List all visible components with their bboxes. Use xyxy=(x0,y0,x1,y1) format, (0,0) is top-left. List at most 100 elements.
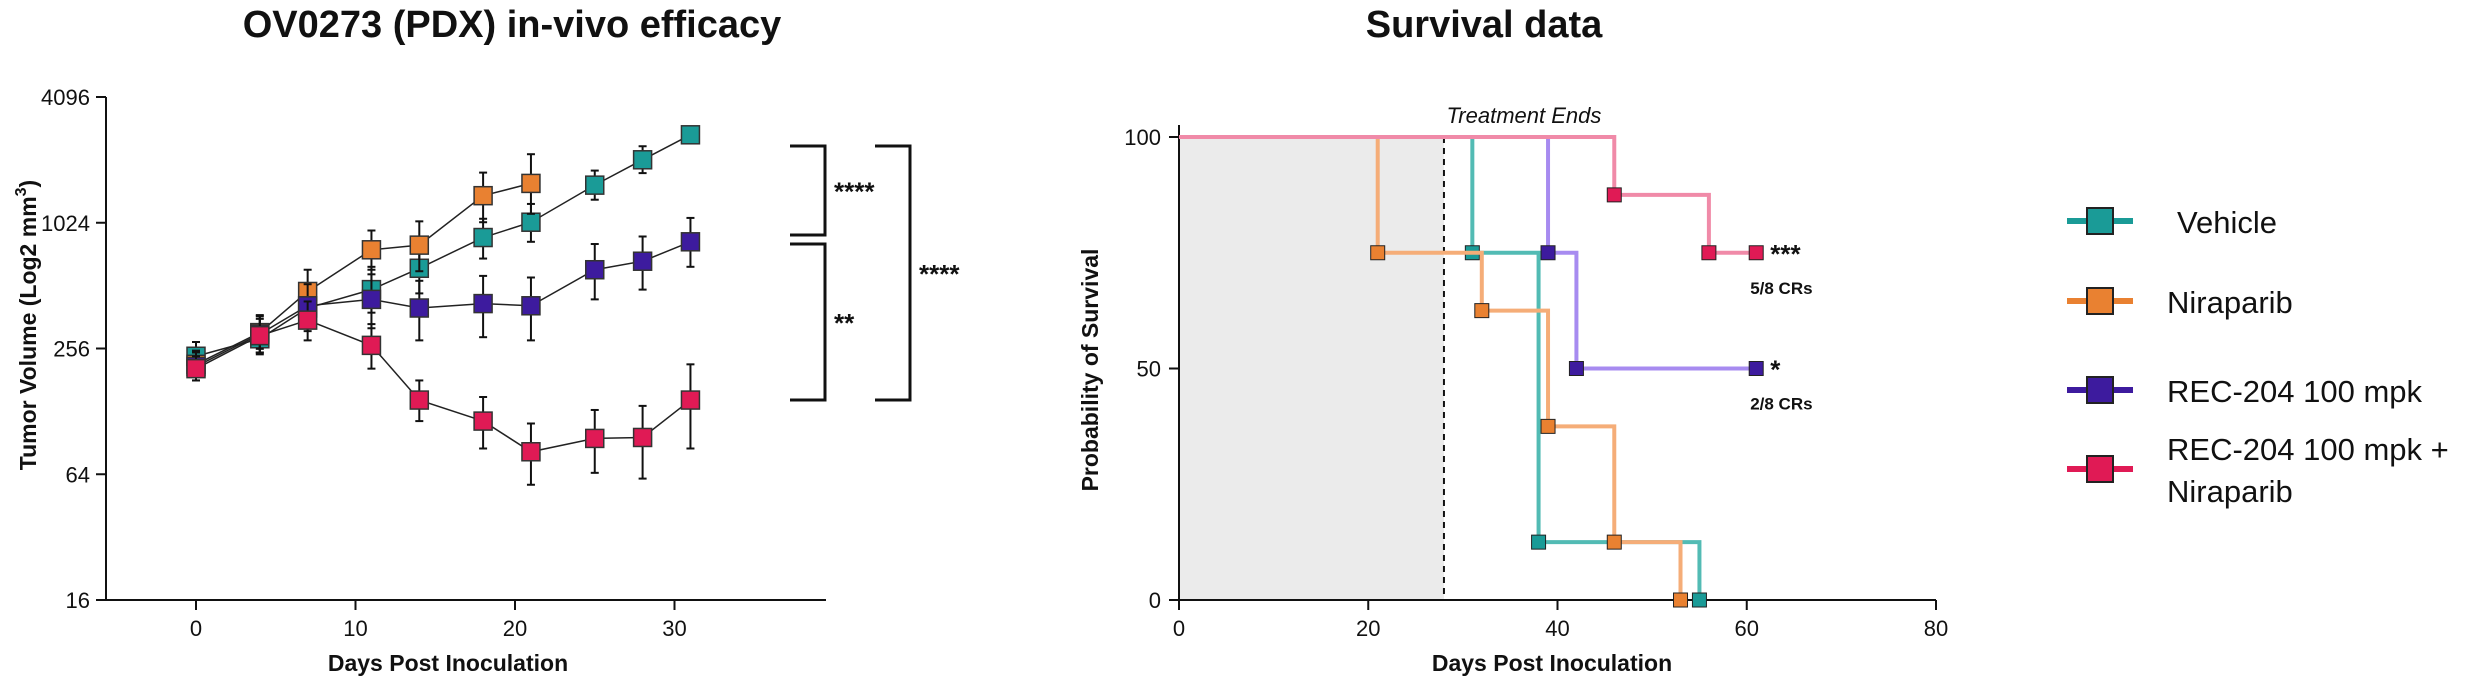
left-data-point xyxy=(585,259,605,280)
legend-swatch-marker xyxy=(2086,207,2114,235)
survival-marker xyxy=(1540,418,1556,434)
survival-annotation-crs-1: 2/8 CRs xyxy=(1750,395,1812,414)
survival-marker xyxy=(1606,534,1622,550)
left-y-axis-label-text: Tumor Volume (Log2 mm3) xyxy=(13,180,41,470)
right-x-tick-label: 0 xyxy=(1173,616,1185,641)
left-data-point xyxy=(585,175,605,195)
treatment-period-shade xyxy=(1180,137,1444,600)
left-y-tick-label: 16 xyxy=(66,588,90,613)
treatment-end-label: Treatment Ends xyxy=(1447,103,1602,128)
left-data-point xyxy=(409,390,430,410)
left-series-line xyxy=(195,134,691,357)
left-data-point xyxy=(361,289,382,310)
sig-rec204-combo-label: ** xyxy=(834,308,855,338)
right-y-tick-label: 50 xyxy=(1137,357,1161,382)
legend-swatch-marker xyxy=(2086,287,2114,315)
left-series-3 xyxy=(186,300,701,486)
left-data-point xyxy=(473,227,493,248)
legend-label-vehicle: Vehicle xyxy=(2177,205,2277,240)
right-y-axis-label: Probability of Survival xyxy=(1077,249,1103,492)
left-data-point xyxy=(521,173,541,194)
right-x-tick-label: 20 xyxy=(1356,616,1380,641)
left-data-point xyxy=(186,358,206,379)
legend-label-rec204-niraparib-line2: Niraparib xyxy=(2167,474,2293,509)
sig-rec204-combo-bracket xyxy=(790,242,827,402)
right-y-tick-label: 100 xyxy=(1124,125,1161,150)
legend-item-rec204-niraparib: REC-204 100 mpk + Niraparib xyxy=(2067,432,2449,509)
survival-step-line xyxy=(1179,135,1683,600)
left-data-point xyxy=(521,296,541,316)
left-data-point xyxy=(473,411,493,431)
left-y-axis-label: Tumor Volume (Log2 mm3) xyxy=(13,180,41,470)
legend-item-rec204: REC-204 100 mpk xyxy=(2067,374,2423,409)
right-x-tick-label: 40 xyxy=(1545,616,1569,641)
survival-series-3 xyxy=(1179,135,1764,261)
legend-label-rec204-niraparib-line1: REC-204 100 mpk + xyxy=(2167,432,2449,467)
right-x-tick-label: 60 xyxy=(1735,616,1759,641)
legend-label-niraparib: Niraparib xyxy=(2167,285,2293,320)
left-series-line xyxy=(195,241,691,368)
left-x-axis-label: Days Post Inoculation xyxy=(328,650,568,676)
survival-series-1 xyxy=(1179,135,1689,608)
sig-vehicle-combo-bracket xyxy=(875,144,912,402)
left-data-point xyxy=(680,125,701,145)
survival-marker xyxy=(1748,245,1764,261)
left-x-tick-label: 0 xyxy=(190,616,202,641)
left-data-point xyxy=(361,335,382,356)
left-x-tick-label: 30 xyxy=(662,616,686,641)
left-y-tick-label: 256 xyxy=(53,337,90,362)
tumor-volume-chart: OV0273 (PDX) in-vivo efficacy Tumor Volu… xyxy=(13,4,960,676)
survival-marker xyxy=(1531,534,1547,550)
left-data-point xyxy=(632,150,653,170)
legend-item-vehicle: Vehicle xyxy=(2067,205,2277,240)
survival-marker xyxy=(1701,245,1717,261)
survival-marker xyxy=(1540,245,1556,261)
survival-marker xyxy=(1748,361,1764,376)
legend-swatch-marker xyxy=(2086,376,2114,404)
left-data-point xyxy=(521,442,541,462)
survival-annotation-stars-1: * xyxy=(1770,355,1781,385)
right-chart-title: Survival data xyxy=(1366,4,1603,46)
legend-label-rec204: REC-204 100 mpk xyxy=(2167,374,2423,409)
survival-annotation-stars-0: *** xyxy=(1770,239,1801,269)
sig-vehicle-niraparib-bracket xyxy=(790,144,827,237)
left-data-point xyxy=(632,251,653,271)
left-data-point xyxy=(521,212,541,232)
left-data-point xyxy=(473,185,493,206)
left-series-2 xyxy=(186,216,701,382)
legend-swatch-marker xyxy=(2086,455,2114,483)
left-x-tick-label: 20 xyxy=(503,616,527,641)
legend-item-niraparib: Niraparib xyxy=(2067,285,2293,320)
legend: Vehicle Niraparib REC-204 100 mpk REC-20… xyxy=(2067,205,2449,509)
left-data-point xyxy=(409,298,430,318)
left-y-tick-label: 1024 xyxy=(41,211,90,236)
left-data-point xyxy=(632,427,653,448)
survival-marker xyxy=(1568,361,1584,376)
left-data-point xyxy=(297,310,318,330)
survival-marker xyxy=(1673,592,1689,608)
survival-marker xyxy=(1370,245,1386,261)
right-x-axis-label: Days Post Inoculation xyxy=(1432,650,1672,676)
survival-step-line xyxy=(1179,135,1757,255)
right-y-tick-label: 0 xyxy=(1149,588,1161,613)
survival-marker xyxy=(1606,187,1622,203)
left-chart-title: OV0273 (PDX) in-vivo efficacy xyxy=(243,4,782,46)
left-y-tick-label: 64 xyxy=(66,462,90,487)
sig-vehicle-combo-label: **** xyxy=(919,259,960,289)
right-x-tick-label: 80 xyxy=(1924,616,1948,641)
left-series-line xyxy=(195,319,691,453)
survival-marker xyxy=(1691,592,1707,608)
left-data-point xyxy=(585,428,605,449)
left-data-point xyxy=(680,390,701,410)
sig-vehicle-niraparib-label: **** xyxy=(834,177,875,207)
left-data-point xyxy=(250,325,270,346)
left-data-point xyxy=(361,240,382,260)
left-data-point xyxy=(409,235,430,255)
survival-chart: Survival data Probability of Survival Da… xyxy=(1077,4,1948,676)
left-x-tick-label: 10 xyxy=(343,616,367,641)
left-data-point xyxy=(680,232,701,252)
survival-annotation-crs-0: 5/8 CRs xyxy=(1750,279,1812,298)
left-data-point xyxy=(473,293,493,314)
survival-marker xyxy=(1474,303,1490,319)
